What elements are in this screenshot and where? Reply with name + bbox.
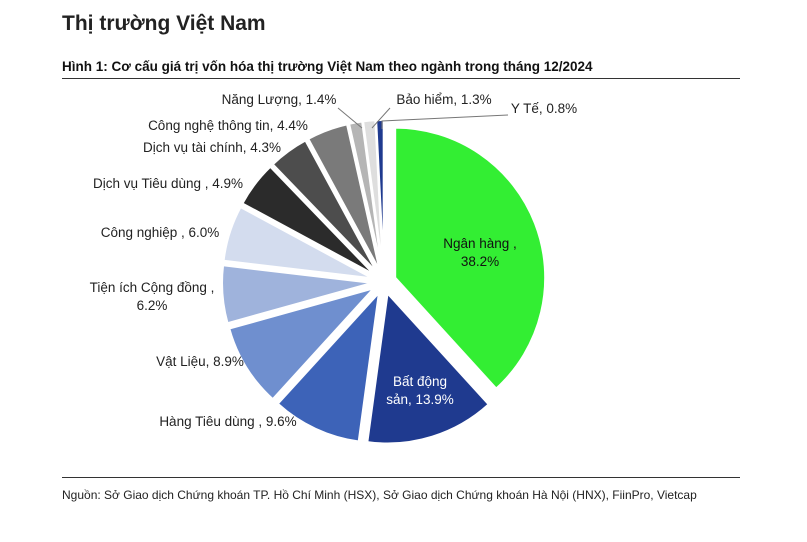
slice-label: Ngân hàng , 38.2% xyxy=(443,236,517,269)
source-note: Nguồn: Sở Giao dịch Chứng khoán TP. Hồ C… xyxy=(62,488,697,502)
slice-label: Y Tế, 0.8% xyxy=(511,101,577,116)
page-heading: Thị trường Việt Nam xyxy=(62,12,266,35)
slice-label: Công nghệ thông tin, 4.4% xyxy=(148,118,308,133)
slice-label: Dịch vụ Tiêu dùng , 4.9% xyxy=(93,176,243,191)
slice-label: Bất động sản, 13.9% xyxy=(386,374,454,407)
slice-label: Vật Liệu, 8.9% xyxy=(156,354,244,369)
pie-slice xyxy=(228,286,377,401)
slice-label: Bảo hiểm, 1.3% xyxy=(396,92,491,107)
pie-slice xyxy=(394,126,547,390)
slice-label: Hàng Tiêu dùng , 9.6% xyxy=(159,414,296,429)
pie-slice xyxy=(222,205,374,280)
pie-slice xyxy=(375,119,385,271)
leader-line xyxy=(371,107,391,129)
slice-label: Năng Lượng, 1.4% xyxy=(222,92,337,107)
leader-line xyxy=(381,114,509,129)
pie-slice xyxy=(221,264,373,325)
source-divider xyxy=(62,477,740,478)
leader-line xyxy=(337,107,363,129)
slice-label: Công nghiệp , 6.0% xyxy=(101,225,220,240)
pie-slice xyxy=(276,289,381,443)
pie-slice xyxy=(271,139,378,274)
pie-slice xyxy=(306,123,381,272)
slice-label: Dịch vụ tài chính, 4.3% xyxy=(143,140,281,155)
pie-slice xyxy=(366,291,491,445)
slice-label: Tiện ích Cộng đồng , 6.2% xyxy=(90,280,215,313)
pie-slice xyxy=(241,165,376,276)
figure-title: Hình 1: Cơ cấu giá trị vốn hóa thị trườn… xyxy=(62,59,593,74)
title-divider xyxy=(62,78,740,79)
